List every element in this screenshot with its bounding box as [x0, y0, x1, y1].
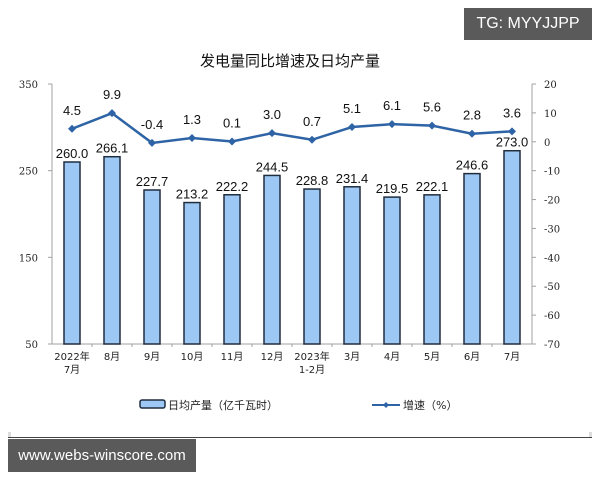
growth-line	[71, 111, 513, 145]
x-axis-label: 7月	[64, 364, 80, 376]
bar-value-label: 231.4	[336, 171, 369, 186]
bar	[143, 189, 161, 345]
diamond-marker-icon	[388, 120, 396, 129]
frame-tick-left	[8, 432, 11, 438]
left-axis-tick-label: 150	[19, 253, 38, 264]
x-axis-label: 3月	[344, 351, 360, 363]
watermark-bottom: www.webs-winscore.com	[8, 439, 196, 472]
diamond-marker-icon	[188, 134, 196, 143]
x-axis-label: 4月	[384, 351, 400, 363]
frame-tick-right	[589, 432, 592, 438]
diamond-marker-icon	[508, 127, 516, 136]
right-axis-tick-label: -30	[544, 224, 560, 235]
bar	[223, 194, 241, 345]
legend-bar-label: 日均产量（亿千瓦时）	[168, 398, 278, 412]
x-axis-label: 6月	[464, 351, 480, 363]
x-axis-label: 7月	[504, 351, 520, 363]
bar-value-label: 219.5	[376, 181, 409, 196]
bar-series: 260.0 266.1 227.7 213.2 222.2 244.5 228.8 231.4…	[56, 135, 529, 345]
line-value-label: 9.9	[103, 87, 121, 102]
x-axis-label: 10月	[181, 351, 204, 363]
right-axis-tick-label: -40	[544, 253, 560, 264]
x-axis-label: 9月	[144, 351, 160, 363]
line-value-label: 5.1	[343, 101, 361, 116]
x-axis-label: 12月	[261, 351, 284, 363]
diamond-marker-icon	[308, 135, 316, 144]
line-value-label: 2.8	[463, 108, 481, 123]
bar-value-label: 228.8	[296, 173, 329, 188]
line-value-label: 3.6	[503, 105, 521, 120]
x-axis-label: 5月	[424, 351, 440, 363]
line-value-label: 4.5	[63, 103, 81, 118]
diamond-marker-icon	[468, 129, 476, 138]
bar	[183, 201, 201, 345]
legend-line-label: 增速（%）	[403, 398, 457, 412]
x-axis-label: 1-2月	[299, 364, 325, 376]
diamond-marker-icon	[428, 121, 436, 130]
x-axis-label: 2022年	[54, 350, 89, 363]
right-axis-tick-label: -50	[544, 282, 560, 293]
bar	[423, 194, 441, 345]
x-axis-label: 8月	[104, 351, 120, 363]
left-axis-tick-label: 350	[19, 80, 38, 91]
bar	[103, 155, 121, 345]
bar	[503, 149, 521, 345]
bar-value-label: 273.0	[496, 135, 529, 150]
axes: 350 250 150 50 20 10 0 -10 -20 -30 -40 -50 -60 -70	[19, 80, 560, 351]
diamond-marker-icon	[68, 124, 76, 133]
bar	[263, 174, 281, 345]
frame-divider	[8, 437, 592, 438]
diamond-marker-icon	[228, 137, 236, 146]
line-value-label: 6.1	[383, 98, 401, 113]
line-value-label: 0.7	[303, 114, 321, 129]
legend: 日均产量（亿千瓦时） 增速（%）	[139, 398, 457, 412]
diamond-marker-icon	[108, 109, 116, 118]
right-axis-tick-label: -10	[544, 167, 560, 178]
diamond-marker-icon	[348, 123, 356, 132]
line-value-label: 5.6	[423, 100, 441, 115]
legend-line-marker-icon	[383, 402, 389, 408]
bar-value-label: 246.6	[456, 158, 489, 173]
bar-value-label: 266.1	[96, 141, 129, 156]
line-value-label: -0.4	[141, 117, 163, 132]
bar-value-label: 222.1	[416, 179, 449, 194]
bar-value-label: 222.2	[216, 179, 249, 194]
bar-value-label: 227.7	[136, 174, 169, 189]
right-axis-tick-label: -20	[544, 196, 560, 207]
diamond-marker-icon	[268, 129, 276, 138]
bar	[463, 172, 481, 345]
left-axis-tick-label: 50	[25, 340, 38, 351]
x-axis-label: 2023年	[294, 350, 329, 363]
legend-bar-swatch	[139, 399, 166, 409]
line-value-label: 3.0	[263, 107, 281, 122]
line-value-label: 1.3	[183, 112, 201, 127]
bar	[383, 196, 401, 345]
bar	[63, 161, 81, 345]
right-axis-tick-label: -60	[544, 311, 560, 322]
diamond-marker-icon	[148, 138, 156, 147]
left-axis-tick-label: 250	[19, 167, 38, 178]
x-axis-label: 11月	[221, 351, 244, 363]
watermark-top: TG: MYYJJPP	[464, 8, 592, 40]
bar-value-label: 244.5	[256, 159, 289, 174]
chart-title: 发电量同比增速及日均产量	[200, 52, 380, 70]
line-series: 4.5 9.9 -0.4 1.3 0.1 3.0 0.7 5.1 6.1 5.6 2.8 3.6	[63, 87, 521, 147]
bar	[343, 186, 361, 345]
right-axis-tick-label: -70	[544, 340, 560, 351]
right-axis-tick-label: 10	[544, 109, 557, 120]
bar-value-label: 260.0	[56, 146, 89, 161]
right-axis-tick-label: 0	[544, 138, 550, 149]
bar-value-label: 213.2	[176, 187, 209, 202]
right-axis-tick-label: 20	[544, 80, 557, 91]
bar	[303, 188, 321, 345]
line-value-label: 0.1	[223, 115, 241, 130]
